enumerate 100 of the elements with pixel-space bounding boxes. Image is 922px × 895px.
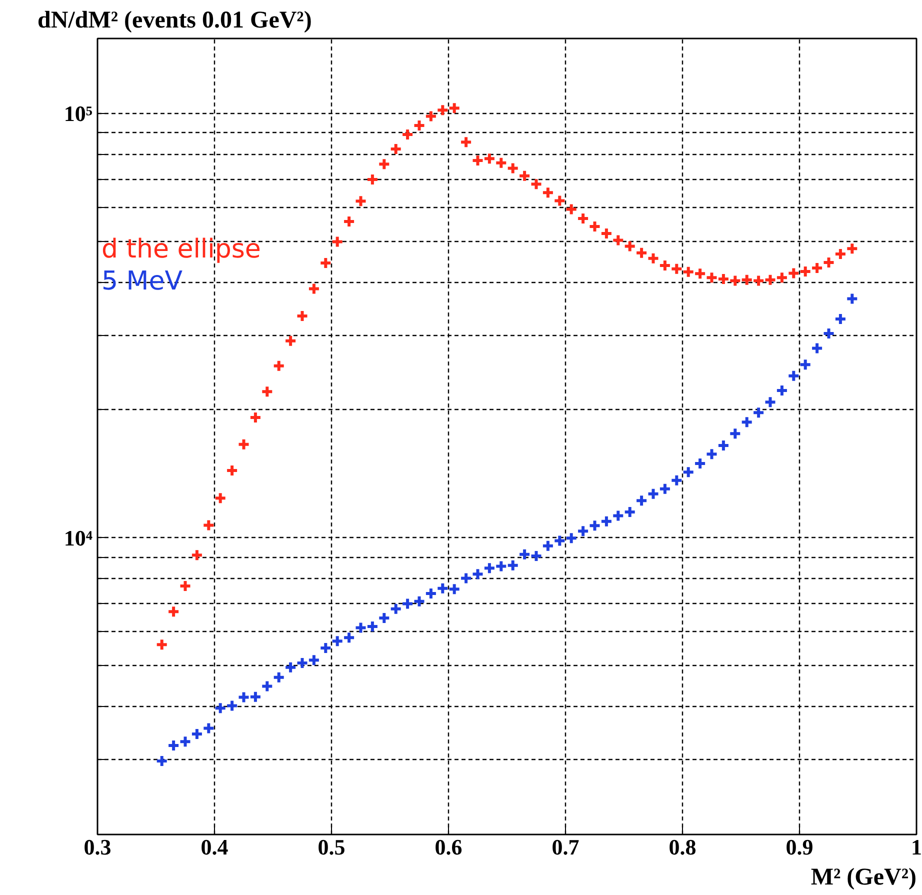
point: [471, 154, 484, 167]
point: [272, 359, 286, 372]
point: [775, 271, 788, 284]
annotation: d the ellipse: [102, 234, 261, 264]
x-tick-label: 0.5: [318, 834, 346, 860]
x-tick-label: 0.9: [786, 834, 814, 860]
point: [319, 641, 332, 654]
x-axis-title: M² (GeV²): [810, 864, 917, 890]
point: [658, 258, 672, 272]
point: [834, 248, 847, 261]
point: [588, 519, 602, 532]
point: [202, 722, 216, 735]
point: [284, 660, 298, 674]
point: [694, 457, 707, 470]
point: [553, 194, 566, 208]
point: [775, 384, 788, 397]
y-axis-title: dN/dM² (events 0.01 GeV²): [38, 8, 312, 34]
point: [530, 549, 543, 562]
point: [705, 448, 718, 461]
point: [506, 162, 520, 175]
point: [260, 385, 274, 398]
point: [366, 173, 379, 186]
point: [202, 518, 216, 532]
point: [471, 568, 484, 581]
point: [764, 396, 777, 409]
point: [214, 702, 227, 715]
point: [635, 494, 648, 508]
point: [658, 482, 672, 496]
point: [798, 264, 812, 278]
point: [740, 416, 754, 429]
point: [787, 369, 800, 382]
point: [482, 562, 496, 575]
x-tick-label: 0.7: [552, 834, 580, 860]
point: [600, 226, 613, 240]
point: [541, 539, 554, 552]
point: [482, 152, 496, 166]
point: [190, 548, 204, 562]
point: [237, 438, 250, 451]
point: [728, 427, 742, 440]
point: [518, 169, 532, 182]
point: [226, 464, 239, 478]
point: [600, 514, 613, 528]
point: [296, 656, 309, 670]
point: [588, 220, 602, 234]
point: [412, 118, 426, 132]
point: [506, 558, 520, 572]
point: [810, 342, 824, 355]
point: [378, 612, 391, 625]
point: [494, 560, 508, 573]
point: [646, 252, 660, 265]
point: [612, 509, 625, 522]
point: [822, 256, 836, 270]
point: [448, 102, 461, 115]
point: [330, 634, 344, 648]
point: [764, 273, 777, 286]
point: [214, 492, 227, 505]
x-tick-label: 0.3: [84, 834, 112, 860]
point: [530, 178, 543, 191]
point: [248, 690, 262, 704]
point: [787, 266, 800, 280]
point: [366, 620, 379, 634]
point: [284, 334, 298, 348]
point: [448, 582, 461, 596]
point: [682, 265, 695, 278]
point: [846, 242, 859, 256]
point: [646, 487, 660, 500]
point: [436, 104, 450, 117]
point: [424, 110, 438, 123]
point: [670, 262, 684, 276]
x-tick-label: 0.6: [434, 834, 462, 860]
point: [319, 256, 332, 270]
point: [518, 548, 532, 561]
point: [822, 327, 836, 340]
point: [307, 282, 320, 296]
point: [248, 411, 262, 424]
point: [354, 194, 368, 208]
point: [635, 246, 648, 260]
point: [728, 274, 742, 288]
point: [436, 582, 450, 595]
point: [541, 186, 554, 200]
point: [190, 727, 204, 740]
point: [740, 273, 754, 286]
point: [623, 240, 636, 253]
point: [553, 534, 566, 548]
point: [623, 506, 636, 519]
point: [810, 262, 824, 274]
point: [716, 272, 730, 286]
point: [460, 572, 473, 585]
point: [178, 735, 192, 748]
point: [330, 235, 344, 248]
point: [237, 690, 250, 704]
point: [576, 524, 590, 538]
x-tick-label: 0.8: [668, 834, 696, 860]
point: [752, 274, 766, 288]
point: [226, 699, 239, 712]
point: [378, 158, 391, 171]
point: [342, 214, 356, 228]
point: [716, 439, 730, 452]
point: [834, 312, 847, 326]
point: [846, 292, 859, 306]
